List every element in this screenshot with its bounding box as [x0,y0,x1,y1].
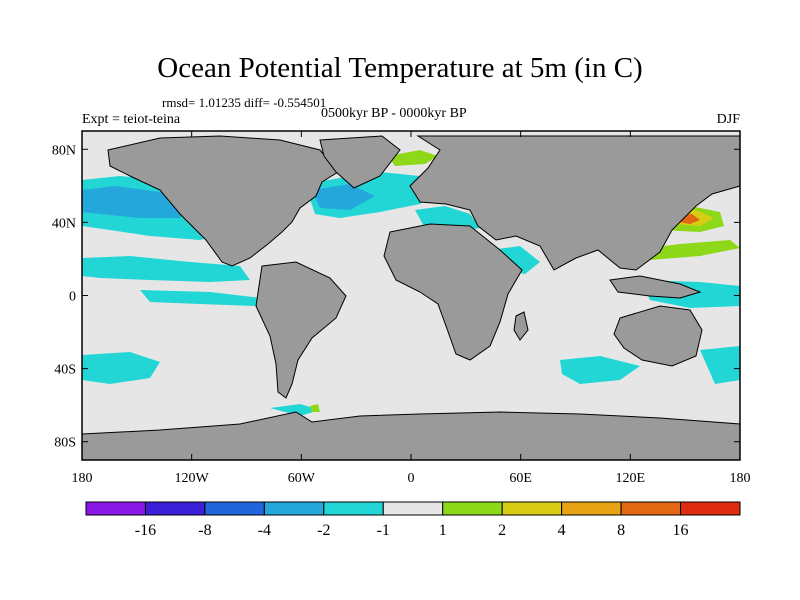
colorbar: -16 -8 -4 -2 -1 1 2 4 8 16 [85,501,741,539]
colorbar-swatch [501,501,563,516]
y-axis: 80N 40N 0 40S 80S [52,143,740,451]
x-tick-label: 180 [72,471,93,486]
colorbar-label: 16 [673,522,689,539]
map-area [81,130,741,461]
y-tick-label: 80N [52,143,76,158]
colorbar-label: 8 [617,522,625,539]
colorbar-swatch [323,501,384,516]
anomaly-antarctic-margin [270,404,320,416]
colorbar-label: 4 [558,522,566,539]
colorbar-swatch [620,501,682,516]
plot-title: Ocean Potential Temperature at 5m (in C) [157,52,643,84]
x-tick-label: 120W [175,471,210,486]
anomaly-equatorial-pacific [140,290,262,306]
anomaly-south-atlantic-dot [310,404,320,412]
colorbar-swatch [382,501,444,516]
y-tick-label: 0 [69,290,76,305]
x-tick-label: 60W [288,471,316,486]
x-tick-label: 0 [408,471,415,486]
y-tick-label: 40N [52,216,76,231]
x-tick-label: 120E [616,471,646,486]
land-eurasia [409,135,741,271]
land-maritime-continent [609,275,702,299]
x-tick-label: 60E [509,471,532,486]
land-masses [81,135,741,461]
colorbar-swatch [85,501,146,516]
x-axis: 180 120W 60W 0 60E 120E 180 [72,131,751,486]
colorbar-label: -1 [377,522,390,539]
anomaly-north-atlantic-core [312,184,375,210]
experiment-label: Expt = teiot-teina [82,112,181,127]
colorbar-swatch [204,501,265,516]
colorbar-label: -2 [317,522,330,539]
anomaly-south-pacific-east [700,346,740,384]
anomaly-south-pacific [82,352,160,384]
season-label: DJF [716,112,740,127]
colorbar-swatch [680,501,741,516]
colorbar-label: 1 [439,522,447,539]
colorbar-label: -4 [258,522,271,539]
colorbar-label: -8 [198,522,211,539]
land-australia [613,305,703,367]
stats-text: rmsd= 1.01235 diff= -0.554501 [162,95,327,110]
anomaly-greenland-sea [388,150,438,166]
colorbar-label: -16 [135,522,156,539]
colorbar-swatch [561,501,622,516]
land-madagascar [513,311,529,341]
colorbar-swatch [442,501,503,516]
anomaly-tropical-east-pacific [82,256,250,282]
land-north-america [107,135,339,267]
anomaly-southern-indian [560,356,640,384]
x-tick-label: 180 [730,471,751,486]
land-africa [383,223,523,361]
land-south-america [255,261,347,399]
y-tick-label: 40S [54,363,76,378]
period-text: 0500kyr BP - 0000kyr BP [321,106,467,121]
colorbar-label: 2 [498,522,506,539]
land-greenland [319,135,401,189]
y-tick-label: 80S [54,436,76,451]
colorbar-swatch [144,501,206,516]
colorbar-swatch [263,501,325,516]
anomaly-subtropical-pacific [632,240,740,260]
